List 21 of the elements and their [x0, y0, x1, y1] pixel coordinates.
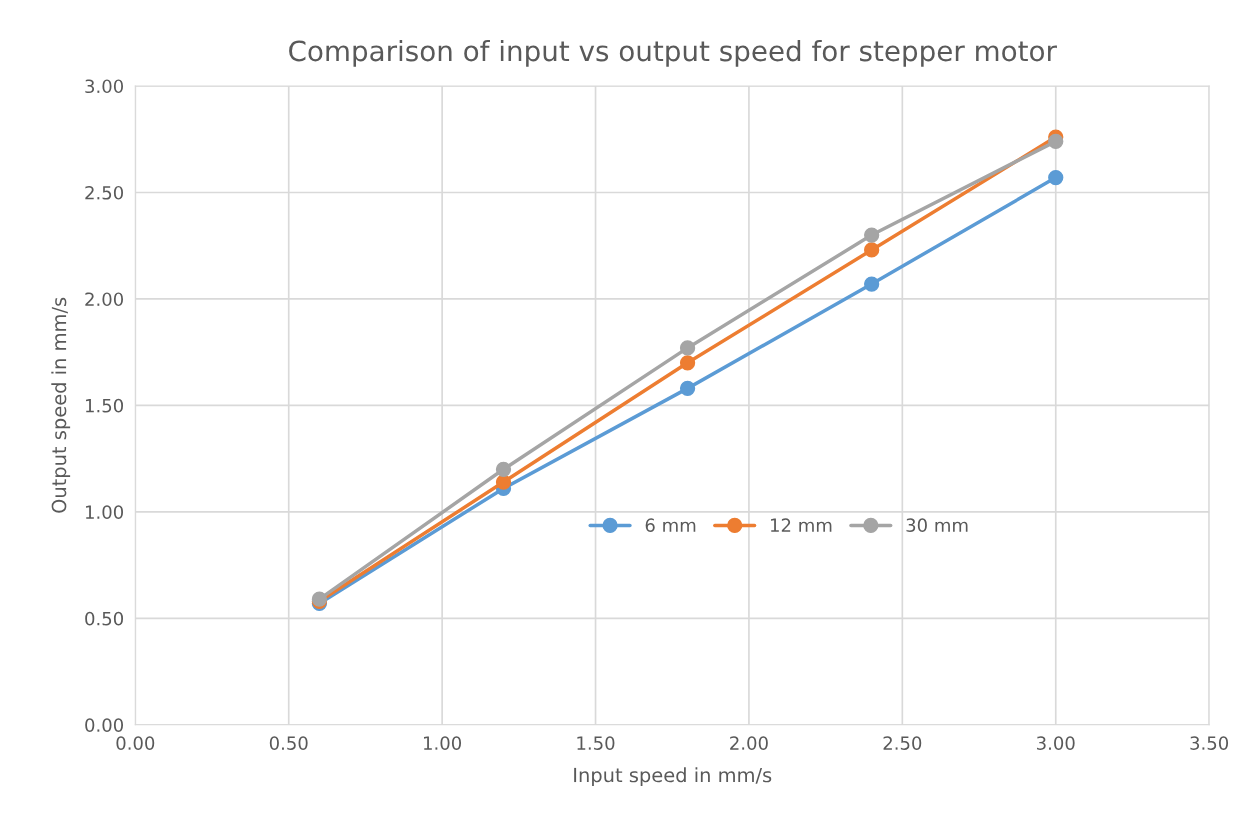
x-tick-label: 3.00 [1037, 736, 1075, 750]
x-tick-label: 1.50 [577, 736, 615, 750]
x-axis-title: Input speed in mm/s [574, 767, 772, 787]
legend-label: 30 mm [906, 518, 968, 533]
y-tick-label: 0.50 [85, 611, 124, 626]
y-tick-label: 1.50 [85, 398, 124, 413]
legend-label: 6 mm [645, 518, 696, 533]
x-tick-label: 0.50 [269, 736, 308, 750]
legend-label: 12 mm [771, 518, 832, 532]
x-tick-label: 0.00 [116, 736, 155, 750]
y-tick-label: 1.00 [85, 505, 124, 519]
y-tick-label: 2.50 [85, 185, 124, 200]
x-tick-label: 1.00 [424, 736, 462, 750]
x-tick-label: 2.50 [883, 736, 922, 750]
y-axis-title: Output speed in mm/s [51, 297, 71, 513]
y-tick-label: 2.00 [85, 292, 124, 307]
x-tick-label: 2.00 [730, 736, 768, 750]
x-tick-label: 3.50 [1190, 736, 1229, 750]
y-tick-label: 0.00 [85, 718, 124, 732]
chart-title: Comparison of input vs output speed for stepper motor [289, 39, 1057, 67]
y-tick-label: 3.00 [85, 79, 124, 94]
